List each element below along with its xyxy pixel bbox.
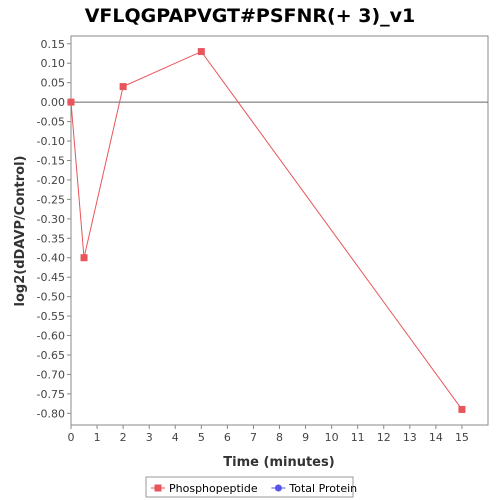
x-tick-label: 4 [172,431,179,444]
x-tick-label: 2 [120,431,127,444]
y-tick-label: -0.05 [37,116,65,129]
y-tick-label: -0.30 [37,213,65,226]
y-tick-label: -0.50 [37,291,65,304]
y-axis: 0.15 0.10 0.05 0.00 -0.05 -0.10 -0.15 -0.20 -0.2… [37,38,71,420]
x-tick-label: 0 [68,431,75,444]
legend-marker [274,484,282,492]
x-tick-label: 3 [146,431,153,444]
x-tick-label: 10 [325,431,339,444]
data-point [80,254,88,262]
y-tick-label: -0.60 [37,330,65,343]
y-tick-label: -0.55 [37,310,65,323]
chart-title: VFLQGPAPVGT#PSFNR(+ 3)_v1 [85,5,416,27]
x-tick-label: 14 [429,431,443,444]
y-tick-label: 0.10 [41,57,66,70]
y-tick-label: -0.40 [37,252,65,265]
y-tick-label: 0.05 [41,77,66,90]
y-tick-label: 0.15 [41,38,66,51]
legend-label: Total Protein [288,482,357,495]
y-tick-label: -0.25 [37,193,65,206]
legend-marker [154,484,162,492]
legend-box [145,476,354,498]
x-tick-label: 13 [403,431,417,444]
plot-area [70,35,489,426]
series-layer [67,48,466,413]
data-point [197,48,205,56]
x-tick-label: 5 [198,431,205,444]
x-tick-label: 7 [250,431,257,444]
y-tick-label: -0.70 [37,368,65,381]
data-point [67,98,75,106]
y-tick-label: -0.45 [37,271,65,284]
x-tick-label: 12 [377,431,391,444]
x-tick-label: 15 [455,431,469,444]
legend-items: Phosphopeptide Total Protein [151,482,357,495]
y-tick-label: -0.10 [37,135,65,148]
y-tick-label: -0.35 [37,232,65,245]
y-tick-label: -0.20 [37,174,65,187]
legend: Phosphopeptide Total Protein [145,476,357,498]
y-tick-label: -0.15 [37,154,65,167]
x-axis-label: Time (minutes) [223,455,334,470]
y-tick-label: -0.75 [37,388,65,401]
legend-label: Phosphopeptide [169,482,258,495]
x-tick-label: 1 [94,431,101,444]
x-tick-label: 11 [351,431,365,444]
y-tick-label: 0.00 [41,96,66,109]
y-tick-label: -0.80 [37,407,65,420]
x-tick-label: 6 [224,431,231,444]
data-point [458,405,466,413]
x-tick-label: 9 [302,431,309,444]
x-tick-label: 8 [276,431,283,444]
x-axis: 0 1 2 3 4 5 6 7 8 9 10 11 12 13 14 15 [68,425,469,444]
y-tick-label: -0.65 [37,349,65,362]
data-point [119,83,127,91]
y-axis-label: log2(dDAVP/Control) [13,156,28,307]
